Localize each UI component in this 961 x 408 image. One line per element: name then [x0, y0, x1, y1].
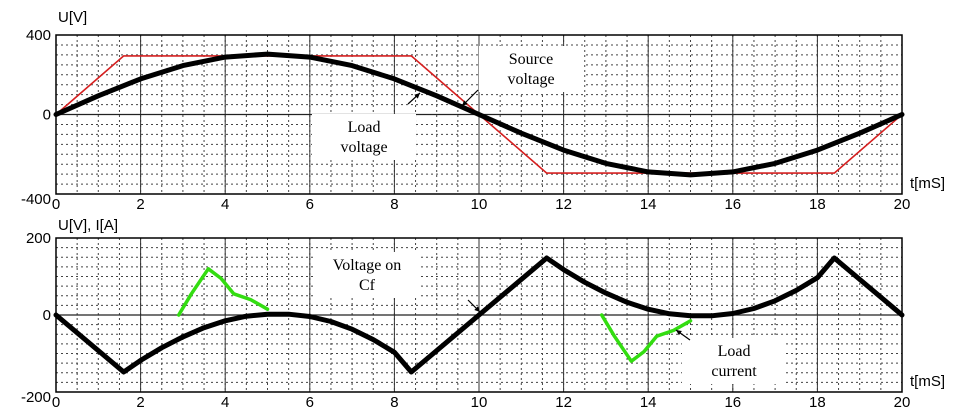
y-tick-label: -400 — [21, 191, 51, 208]
y-axis-label: U[V], I[A] — [58, 217, 118, 234]
x-tick-label: 18 — [809, 196, 826, 213]
x-tick-label: 14 — [640, 394, 657, 408]
source-voltage-arrow-head — [462, 100, 468, 106]
x-tick-label: 0 — [52, 196, 60, 213]
y-tick-label: 0 — [43, 107, 51, 124]
annotation-label: Source — [509, 51, 553, 68]
x-tick-label: 18 — [809, 394, 826, 408]
x-tick-label: 8 — [390, 394, 398, 408]
chart-panel-1: 0 2 4 6 8 10 12 14 16 18 204000-400U[V]t[mS]Source… — [21, 9, 945, 213]
series-line-2 — [53, 51, 905, 178]
annotation-bg — [682, 338, 786, 384]
y-tick-label: 0 — [43, 307, 51, 324]
x-tick-label: 12 — [555, 394, 572, 408]
annotation-label: voltage — [507, 71, 554, 88]
annotation-bg — [315, 252, 419, 298]
x-axis-label: t[mS] — [910, 373, 945, 390]
annotation-label: Voltage on — [333, 257, 402, 274]
x-tick-label: 2 — [136, 196, 144, 213]
load-voltage-arrow-head — [414, 93, 420, 99]
series-line-2 — [176, 267, 270, 317]
x-tick-label: 2 — [136, 394, 144, 408]
y-tick-label: -200 — [21, 389, 51, 406]
y-tick-label: 400 — [26, 27, 51, 44]
x-tick-label: 8 — [390, 196, 398, 213]
annotation-label: Load — [348, 119, 381, 136]
x-tick-label: 12 — [555, 196, 572, 213]
y-tick-label: 200 — [26, 230, 51, 247]
annotation-label: Load — [718, 343, 751, 360]
x-tick-label: 16 — [724, 394, 741, 408]
x-tick-label: 0 — [52, 394, 60, 408]
x-tick-label: 20 — [894, 394, 911, 408]
annotation-bg — [312, 114, 416, 160]
x-tick-label: 10 — [471, 196, 488, 213]
series-line-1 — [53, 255, 905, 375]
x-tick-label: 16 — [724, 196, 741, 213]
annotation-bg — [479, 46, 583, 92]
x-tick-label: 6 — [306, 394, 314, 408]
load-current-arrow-head — [676, 330, 682, 336]
annotation-label: voltage — [340, 139, 387, 156]
x-axis-label: t[mS] — [910, 175, 945, 192]
x-tick-label: 10 — [471, 394, 488, 408]
x-tick-label: 4 — [221, 394, 229, 408]
y-axis-label: U[V] — [58, 9, 87, 26]
x-tick-label: 20 — [894, 196, 911, 213]
series-line-3 — [599, 313, 693, 363]
annotation-label: Cf — [359, 277, 376, 294]
annotation-label: current — [711, 363, 757, 380]
x-tick-label: 6 — [306, 196, 314, 213]
x-tick-label: 14 — [640, 196, 657, 213]
voltage-cf-arrow-head — [474, 306, 480, 312]
x-tick-label: 4 — [221, 196, 229, 213]
